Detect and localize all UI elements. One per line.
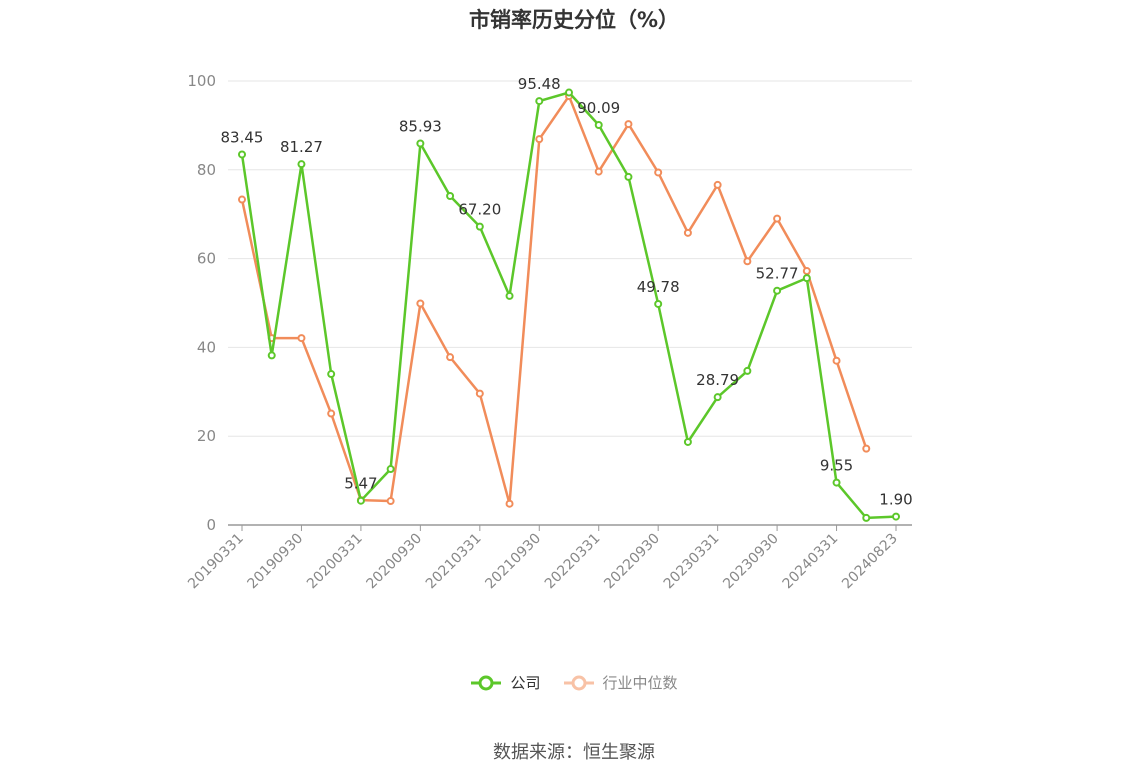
y-tick-label: 80 [197, 161, 216, 179]
industry-point [386, 497, 395, 506]
data-label: 52.77 [756, 265, 799, 283]
industry-point [416, 299, 425, 308]
x-tick-label: 20220930 [601, 531, 663, 593]
industry-point [743, 257, 752, 266]
company-point [505, 291, 514, 300]
company-point [297, 160, 306, 169]
x-tick-label: 20210331 [423, 531, 485, 593]
industry-point [446, 353, 455, 362]
data-label: 1.90 [879, 491, 912, 509]
company-point [356, 496, 365, 505]
x-tick-label: 20200331 [304, 531, 366, 593]
legend-label-company: 公司 [510, 674, 541, 692]
company-point [832, 478, 841, 487]
x-tick-label: 20190930 [245, 531, 307, 593]
industry-point [535, 135, 544, 144]
industry-point [683, 228, 692, 237]
y-axis: 0 20 40 60 80 100 [187, 72, 216, 534]
company-point [565, 88, 573, 97]
industry-point [238, 195, 246, 204]
data-label: 28.79 [696, 371, 739, 389]
series-group [238, 88, 900, 522]
industry-point [327, 409, 336, 418]
industry-point [773, 214, 782, 223]
company-point [773, 286, 782, 295]
x-tick-label: 20230930 [720, 531, 782, 593]
industry-point [594, 167, 603, 176]
company-point [654, 299, 663, 308]
data-labels: 83.45 81.27 5.47 85.93 67.20 95.48 90.09 49.78 2… [221, 75, 913, 508]
industry-series-line [240, 94, 868, 505]
data-source: 数据来源：恒生聚源 [493, 742, 655, 763]
company-point [535, 97, 544, 106]
x-tick-label: 20220331 [542, 531, 604, 593]
data-label: 90.09 [577, 99, 620, 117]
y-tick-label: 0 [206, 516, 216, 534]
data-label: 5.47 [344, 475, 377, 493]
x-tick-label: 20230331 [661, 531, 723, 593]
legend: 公司 行业中位数 [0, 672, 1148, 693]
data-label: 9.55 [820, 457, 853, 475]
x-axis: 2019033120190930202003312020093020210331… [185, 524, 912, 593]
industry-point [832, 356, 841, 365]
company-point [327, 370, 336, 379]
data-label: 81.27 [280, 138, 323, 156]
data-label: 67.20 [458, 201, 501, 219]
x-tick-label: 20190331 [185, 531, 247, 593]
x-tick-label: 20240331 [780, 531, 842, 593]
grid-lines [228, 80, 912, 437]
company-point [386, 465, 395, 474]
industry-point [713, 180, 722, 189]
industry-point [505, 499, 514, 508]
company-point [267, 351, 276, 360]
legend-item-industry[interactable]: 行业中位数 [563, 672, 678, 693]
company-point [743, 366, 752, 375]
y-tick-label: 60 [197, 250, 216, 268]
data-label: 85.93 [399, 117, 442, 135]
industry-point [654, 168, 663, 177]
company-point [802, 274, 811, 283]
company-point [238, 150, 246, 159]
x-tick-label: 20210930 [482, 531, 544, 593]
legend-item-company[interactable]: 公司 [470, 672, 541, 693]
company-point [475, 222, 484, 231]
company-series-line [240, 91, 897, 520]
y-tick-label: 40 [197, 338, 216, 356]
x-tick-label: 20240823 [839, 531, 901, 593]
legend-company-icon [471, 675, 502, 690]
data-label: 49.78 [637, 278, 680, 296]
industry-point [862, 444, 871, 453]
y-tick-label: 20 [197, 427, 216, 445]
industry-point [624, 120, 633, 129]
x-tick-label: 20200930 [363, 531, 425, 593]
company-point [683, 437, 692, 446]
company-point [416, 139, 425, 148]
company-point [892, 512, 900, 521]
company-point [862, 513, 871, 522]
legend-label-industry: 行业中位数 [602, 674, 678, 692]
company-point [594, 121, 603, 130]
company-point [446, 191, 455, 200]
industry-point [802, 267, 811, 276]
industry-point [297, 334, 306, 343]
legend-industry-icon [563, 675, 594, 690]
y-tick-label: 100 [187, 72, 216, 90]
data-label: 95.48 [518, 75, 561, 93]
industry-point [475, 389, 484, 398]
chart-title: 市销率历史分位（%） [468, 8, 680, 32]
company-point [713, 393, 722, 402]
data-label: 83.45 [221, 128, 264, 146]
company-point [624, 172, 633, 181]
